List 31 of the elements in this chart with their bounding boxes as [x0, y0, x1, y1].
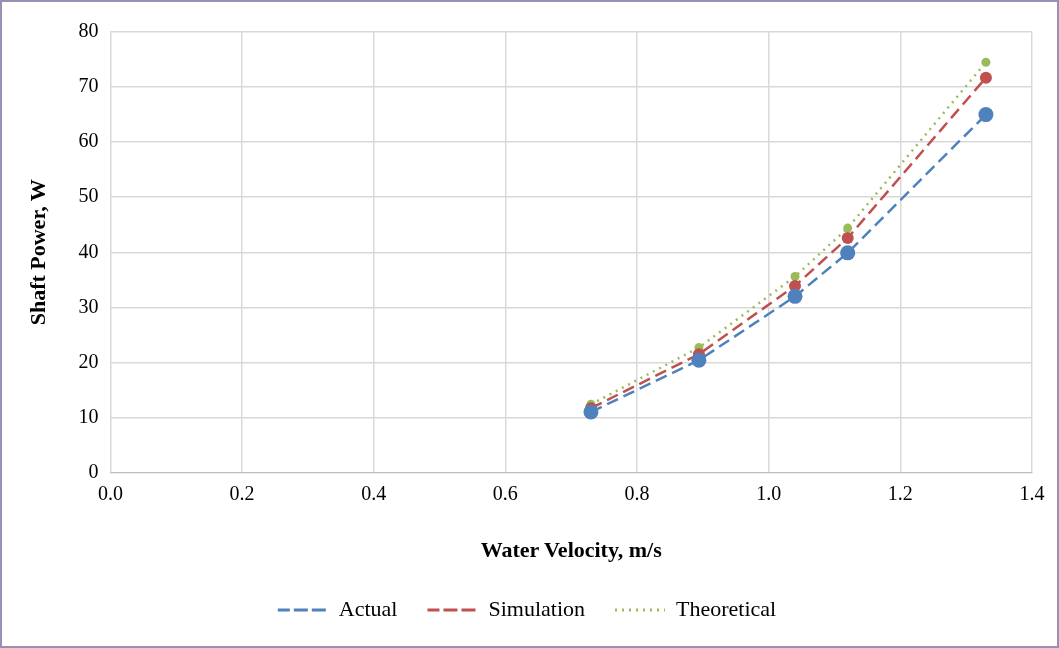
legend-label: Actual [338, 595, 398, 621]
point [787, 288, 803, 304]
legend-label: Theoretical [676, 595, 777, 621]
x-tick-label: 0.2 [229, 481, 255, 504]
y-tick-label: 30 [78, 294, 99, 317]
y-tick-label: 80 [78, 19, 99, 42]
x-tick-label: 0.6 [492, 481, 518, 504]
x-tick-label: 0.0 [97, 481, 123, 504]
point [583, 404, 599, 420]
x-tick-label: 0.4 [361, 481, 387, 504]
x-tick-label: 0.8 [624, 481, 650, 504]
point [841, 231, 854, 244]
point [691, 352, 707, 368]
point [979, 71, 992, 84]
y-axis-title: Shaft Power, W [24, 179, 50, 326]
y-tick-label: 10 [78, 404, 99, 427]
point [978, 107, 994, 123]
x-tick-label: 1.2 [887, 481, 913, 504]
x-tick-label: 1.4 [1019, 481, 1045, 504]
y-tick-label: 40 [78, 239, 99, 262]
point [840, 245, 856, 261]
legend-label: Simulation [488, 595, 586, 621]
y-tick-label: 0 [88, 459, 99, 482]
x-tick-label: 1.0 [756, 481, 782, 504]
point [843, 223, 853, 233]
y-tick-label: 70 [78, 74, 99, 97]
y-tick-label: 20 [78, 349, 99, 372]
y-tick-label: 50 [78, 184, 99, 207]
point [981, 57, 991, 67]
y-tick-label: 60 [78, 129, 99, 152]
x-axis-title: Water Velocity, m/s [480, 537, 663, 563]
